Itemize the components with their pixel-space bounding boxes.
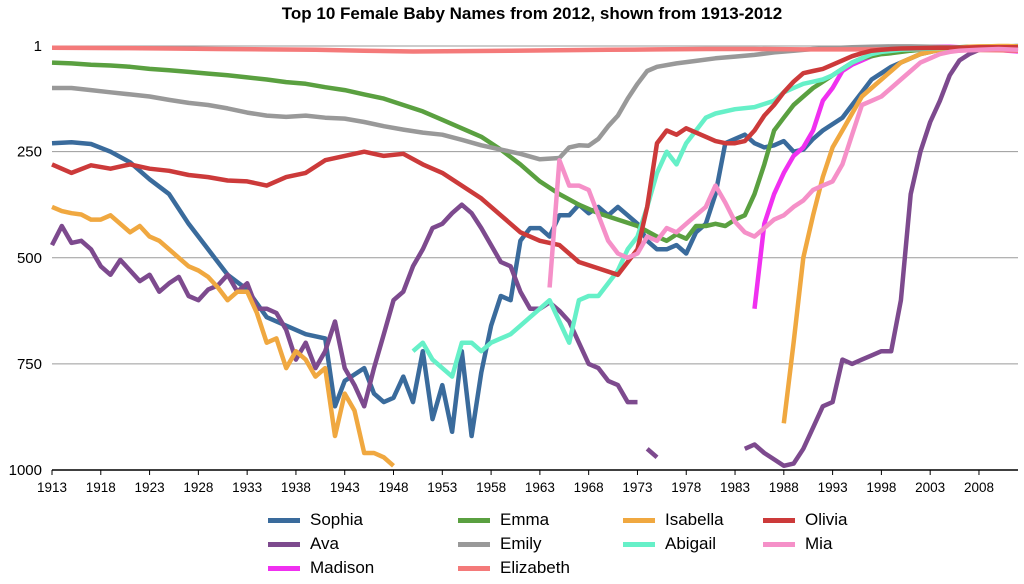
legend-swatch <box>458 565 490 571</box>
legend-swatch <box>268 517 300 523</box>
legend-label: Isabella <box>665 510 724 529</box>
legend-item: Isabella <box>623 509 724 531</box>
x-tick-label: 1953 <box>427 480 457 495</box>
legend-swatch <box>763 517 795 523</box>
x-tick-label: 1958 <box>476 480 506 495</box>
legend-swatch <box>458 517 490 523</box>
legend-item: Mia <box>763 533 832 555</box>
x-tick-label: 1988 <box>769 480 799 495</box>
y-tick-label: 250 <box>17 144 42 161</box>
x-tick-label: 1933 <box>232 480 262 495</box>
x-tick-label: 1973 <box>622 480 652 495</box>
x-tick-label: 2003 <box>915 480 945 495</box>
legend-swatch <box>458 541 490 547</box>
legend-label: Ava <box>310 534 339 553</box>
legend-label: Sophia <box>310 510 363 529</box>
legend-label: Elizabeth <box>500 558 570 577</box>
chart-title: Top 10 Female Baby Names from 2012, show… <box>281 4 783 23</box>
x-tick-label: 1993 <box>818 480 848 495</box>
legend-label: Madison <box>310 558 375 577</box>
x-tick-label: 1923 <box>135 480 165 495</box>
x-tick-label: 2008 <box>964 480 994 495</box>
legend-swatch <box>623 517 655 523</box>
legend-label: Abigail <box>665 534 717 553</box>
legend-label: Emma <box>500 510 550 529</box>
legend-item: Elizabeth <box>458 557 570 579</box>
series-line-ava <box>645 447 659 459</box>
x-tick-label: 1948 <box>378 480 408 495</box>
legend-swatch <box>763 541 795 547</box>
y-tick-label: 1 <box>34 38 42 55</box>
series-line-mia <box>547 46 1019 288</box>
x-tick-label: 1978 <box>671 480 701 495</box>
y-tick-label: 750 <box>17 356 42 373</box>
legend-item: Abigail <box>623 533 716 555</box>
legend-item: Sophia <box>268 509 363 531</box>
x-tick-label: 1938 <box>281 480 311 495</box>
legend-item: Emma <box>458 509 549 531</box>
series-line-isabella <box>781 43 1019 424</box>
x-tick-label: 1963 <box>525 480 555 495</box>
legend-label: Emily <box>500 534 542 553</box>
y-tick-label: 500 <box>17 250 42 267</box>
legend-item: Olivia <box>763 509 848 531</box>
grid-lines <box>52 45 1018 471</box>
series-line-ava <box>743 44 1018 469</box>
x-tick-label: 1918 <box>86 480 116 495</box>
y-tick-label: 1000 <box>9 462 42 479</box>
legend-label: Olivia <box>805 510 848 529</box>
x-tick-label: 1983 <box>720 480 750 495</box>
x-tick-label: 1998 <box>866 480 896 495</box>
series-layer <box>49 43 1019 469</box>
series-line-emma <box>51 44 1018 244</box>
series-line-isabella <box>51 204 395 468</box>
x-tick-label: 1968 <box>574 480 604 495</box>
legend-item: Ava <box>268 533 339 555</box>
series-line-abigail <box>411 45 1019 379</box>
legend-swatch <box>268 565 300 571</box>
y-axis: 1 250 500 750 1000 <box>9 38 42 479</box>
x-tick-label: 1913 <box>37 480 67 495</box>
x-tick-label: 1928 <box>183 480 213 495</box>
x-axis: 1913 1918 1923 1928 1933 1938 1943 1948 1953 1958… <box>37 469 1018 495</box>
legend-item: Emily <box>458 533 542 555</box>
series-line-emily <box>52 44 1019 162</box>
legend-label: Mia <box>805 534 833 553</box>
x-tick-label: 1943 <box>330 480 360 495</box>
legend-item: Madison <box>268 557 374 579</box>
legend-swatch <box>623 541 655 547</box>
legend-swatch <box>268 541 300 547</box>
series-line-olivia <box>51 45 1018 278</box>
